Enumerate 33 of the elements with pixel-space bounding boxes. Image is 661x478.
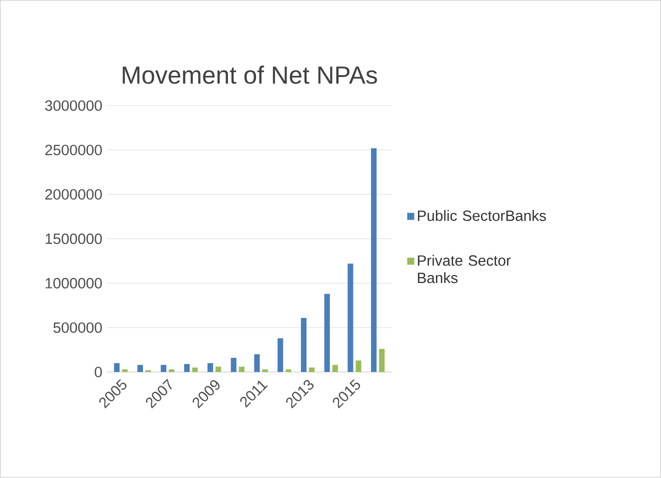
y-tick-label: 3000000 — [45, 100, 102, 112]
legend-label: Public SectorBanks — [418, 210, 546, 222]
bar — [348, 264, 354, 372]
bar — [238, 366, 244, 372]
y-tick-label: 1500000 — [46, 234, 102, 244]
y-tick-label: 500000 — [53, 322, 102, 334]
bar — [254, 354, 260, 372]
bar — [278, 338, 284, 372]
bar — [207, 363, 214, 372]
bar — [216, 366, 222, 372]
bar — [114, 363, 120, 372]
y-tick-label: 0 — [94, 366, 102, 378]
bar — [308, 368, 315, 372]
bar — [160, 365, 166, 372]
bar — [184, 364, 190, 372]
bar — [356, 360, 362, 372]
bar — [286, 370, 292, 372]
bar — [230, 358, 236, 372]
legend-label: Private Sector Banks — [418, 255, 511, 284]
y-tick-label: 2500000 — [45, 144, 102, 156]
y-tick-label: 2000000 — [45, 189, 102, 200]
bar — [137, 365, 143, 372]
bar — [300, 318, 306, 372]
bar — [379, 349, 385, 372]
bar — [192, 368, 198, 372]
bar — [324, 294, 330, 372]
bar — [122, 370, 128, 372]
bar — [332, 365, 338, 372]
bar — [262, 370, 268, 372]
chart-title: Movement of Net NPAs — [122, 66, 377, 84]
bar — [371, 148, 377, 372]
y-tick-label: 1000000 — [46, 278, 102, 289]
bar — [168, 370, 174, 372]
